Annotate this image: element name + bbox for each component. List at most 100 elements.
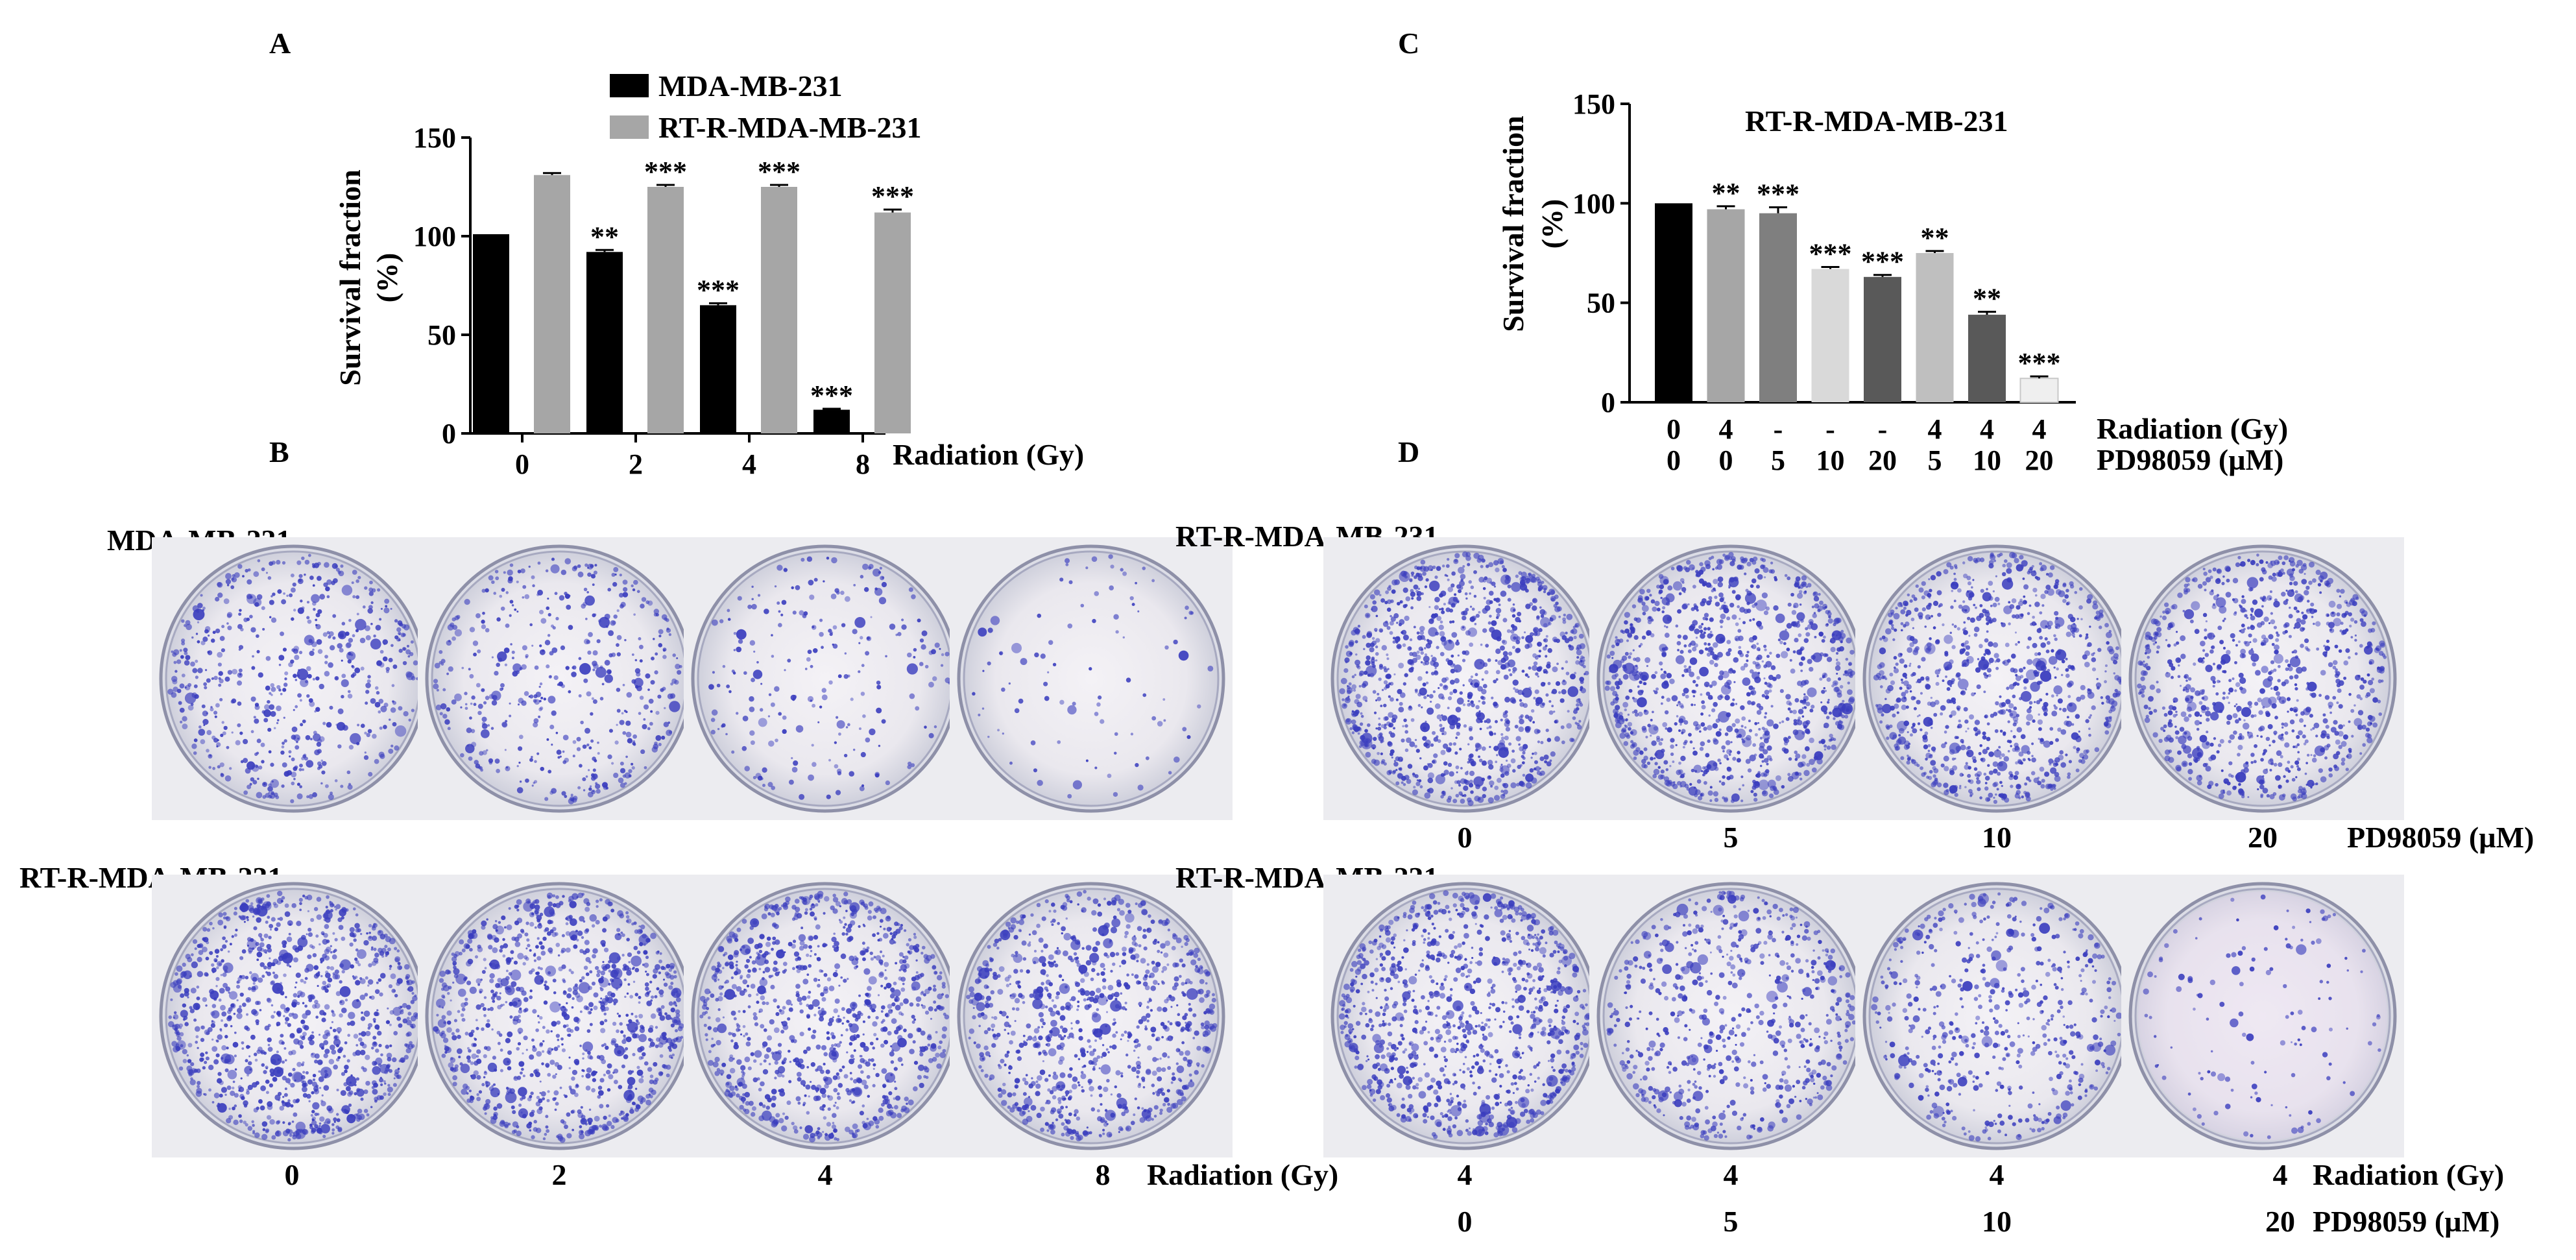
colony bbox=[840, 590, 845, 595]
colony bbox=[303, 753, 307, 757]
colony bbox=[291, 648, 295, 652]
colony bbox=[1121, 1111, 1126, 1117]
colony bbox=[620, 1030, 624, 1034]
colony bbox=[267, 915, 271, 919]
colony bbox=[297, 737, 300, 740]
colony bbox=[595, 1071, 598, 1074]
colony bbox=[793, 1039, 797, 1043]
colony-edge bbox=[1207, 666, 1214, 672]
colony bbox=[273, 974, 279, 979]
colony bbox=[514, 920, 520, 926]
colony bbox=[196, 610, 200, 613]
colony bbox=[760, 1081, 765, 1087]
colony bbox=[647, 688, 650, 691]
colony bbox=[619, 720, 625, 725]
colony-edge bbox=[714, 1071, 720, 1076]
colony bbox=[1141, 1107, 1144, 1110]
colony bbox=[1057, 1100, 1062, 1104]
chart-c-bar bbox=[1707, 209, 1745, 402]
colony-edge bbox=[363, 1109, 368, 1113]
colony bbox=[256, 951, 263, 958]
colony bbox=[269, 600, 274, 605]
colony bbox=[307, 1079, 313, 1085]
colony-edge bbox=[762, 784, 766, 788]
colony bbox=[583, 678, 588, 683]
colony bbox=[324, 1072, 329, 1077]
colony bbox=[182, 723, 188, 730]
colony bbox=[730, 1010, 736, 1016]
colony bbox=[492, 999, 496, 1003]
colony bbox=[557, 1039, 560, 1041]
colony bbox=[786, 1100, 791, 1106]
colony bbox=[392, 1006, 402, 1016]
colony bbox=[795, 984, 800, 989]
colony-edge bbox=[223, 912, 227, 916]
colony bbox=[518, 1108, 528, 1119]
colony bbox=[536, 1108, 543, 1115]
colony bbox=[553, 675, 559, 681]
colony bbox=[565, 922, 569, 926]
colony-edge bbox=[400, 633, 405, 638]
colony bbox=[588, 1002, 594, 1008]
colony bbox=[276, 721, 279, 725]
colony bbox=[862, 957, 866, 962]
colony bbox=[184, 1022, 189, 1026]
colony-edge bbox=[378, 930, 381, 934]
colony bbox=[217, 765, 221, 769]
colony bbox=[494, 670, 499, 676]
colony bbox=[509, 1015, 513, 1019]
colony bbox=[893, 931, 898, 936]
colony bbox=[531, 912, 535, 915]
colony bbox=[633, 945, 638, 951]
colony bbox=[525, 654, 529, 658]
colony bbox=[204, 669, 208, 672]
colony bbox=[383, 1080, 386, 1083]
colony bbox=[597, 619, 601, 623]
colony bbox=[256, 917, 262, 923]
colony-edge bbox=[937, 993, 943, 1000]
colony bbox=[815, 1087, 820, 1092]
colony bbox=[367, 608, 373, 614]
colony-edge bbox=[408, 718, 411, 722]
colony bbox=[927, 1043, 931, 1047]
colony bbox=[461, 666, 464, 670]
colony bbox=[928, 650, 933, 655]
colony bbox=[758, 1102, 764, 1106]
colony bbox=[793, 760, 799, 766]
colony bbox=[738, 1010, 741, 1013]
colony bbox=[782, 962, 788, 966]
colony bbox=[1096, 702, 1101, 707]
colony bbox=[215, 1053, 220, 1058]
colony bbox=[280, 692, 283, 696]
chart-c-radiation-label: 4 bbox=[1719, 413, 1733, 445]
colony bbox=[468, 668, 471, 671]
colony-edge bbox=[199, 944, 203, 948]
colony bbox=[1036, 1075, 1042, 1081]
colony bbox=[620, 931, 623, 934]
colony bbox=[265, 1091, 269, 1095]
colony-edge bbox=[410, 640, 414, 644]
colony bbox=[334, 1036, 338, 1039]
colony bbox=[850, 1077, 853, 1081]
colony bbox=[813, 916, 817, 920]
colony bbox=[867, 915, 873, 921]
colony bbox=[836, 1106, 839, 1110]
colony bbox=[311, 1109, 315, 1113]
colony bbox=[1138, 1082, 1142, 1086]
colony bbox=[869, 728, 876, 736]
colony bbox=[304, 967, 309, 973]
colony bbox=[376, 981, 379, 984]
colony bbox=[555, 1073, 557, 1076]
colony bbox=[810, 699, 813, 702]
colony bbox=[320, 1061, 323, 1065]
colony bbox=[806, 1004, 810, 1007]
colony bbox=[228, 1007, 233, 1012]
colony bbox=[570, 971, 574, 975]
colony bbox=[1153, 1115, 1157, 1118]
colony-edge bbox=[276, 897, 283, 904]
colony bbox=[271, 980, 276, 985]
colony bbox=[880, 1043, 885, 1048]
colony bbox=[858, 727, 861, 731]
colony bbox=[1133, 957, 1136, 961]
colony bbox=[749, 640, 756, 646]
